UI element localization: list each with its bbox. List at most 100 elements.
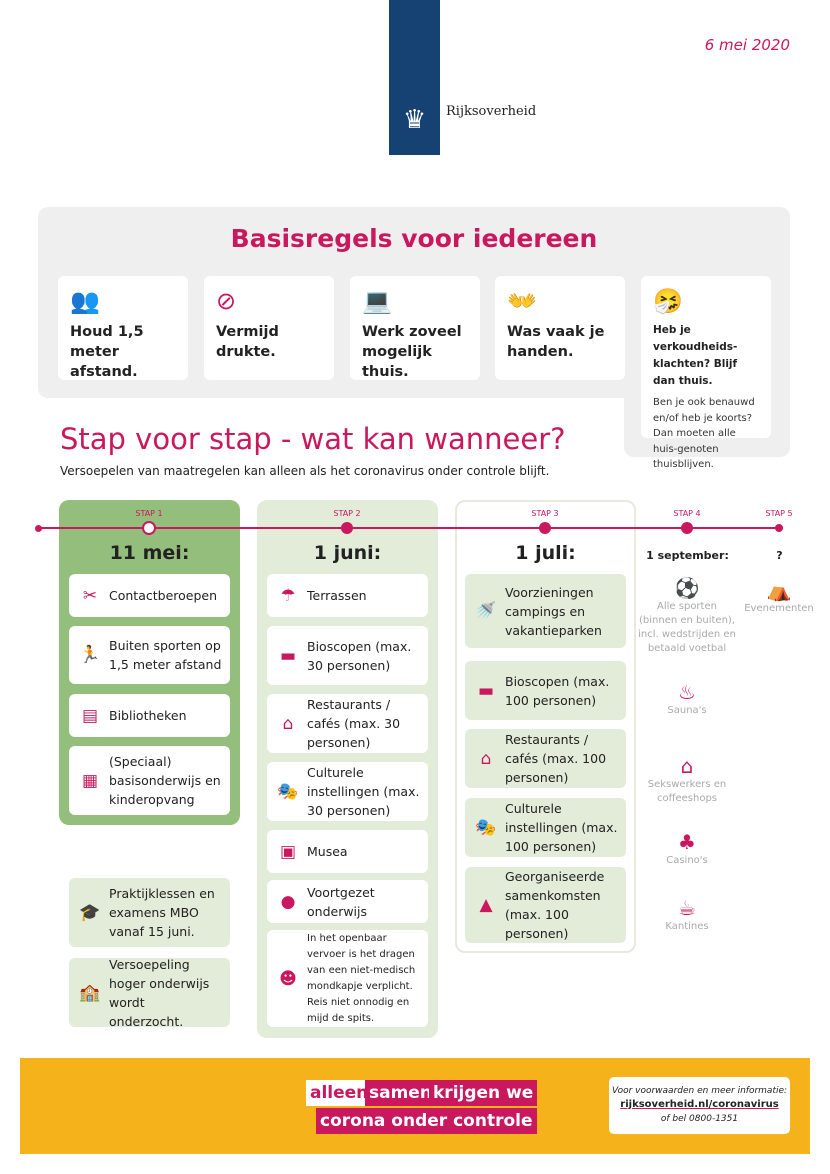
item-text: Bioscopen (max. 100 personen) xyxy=(505,673,610,708)
stap2-date: 1 juni: xyxy=(313,542,382,564)
item-text: Contactberoepen xyxy=(109,588,218,603)
stap3-item: 🎭 Culturele instellingen (max. 100 perso… xyxy=(465,798,626,857)
item-text: Voorzieningen campings en vakantieparken xyxy=(505,584,602,638)
stap3-date: 1 juli: xyxy=(515,542,576,564)
adult-18-icon: ⌂ xyxy=(680,754,694,778)
stap5-timeline-dot xyxy=(775,524,783,532)
stap1-timeline-dot xyxy=(142,521,156,535)
no-crowd-icon: ⊘ xyxy=(216,287,237,315)
restaurant-icon: ⌂ xyxy=(282,713,294,734)
shower-icon: 🚿 xyxy=(475,601,497,621)
stap1-item: 🏃 Buiten sporten op 1,5 meter afstand xyxy=(69,626,230,684)
stap3-timeline-dot xyxy=(539,522,551,534)
stap2-label: STAP 2 xyxy=(333,509,361,518)
laptop-icon: 💻 xyxy=(362,287,392,315)
rule-text: Vermijd drukte. xyxy=(216,324,279,360)
stap4-item: ☕ Kantines xyxy=(637,896,737,934)
item-text: Restaurants / cafés (max. 100 personen) xyxy=(505,732,607,785)
stap2-item: 🎭 Culturele instellingen (max. 30 person… xyxy=(267,762,428,821)
item-text: Culturele instellingen (max. 100 persone… xyxy=(505,801,618,854)
item-text: (Speciaal) basisonderwijs en kinderopvan… xyxy=(109,754,221,807)
theater-masks-icon: 🎭 xyxy=(277,781,299,802)
item-text: Buiten sporten op 1,5 meter afstand xyxy=(109,638,222,672)
stap4-item: ⌂ Sekswerkers en coffeeshops xyxy=(637,754,737,806)
restaurant-icon: ⌂ xyxy=(480,748,492,769)
rules-title: Basisregels voor iedereen xyxy=(230,224,598,253)
item-text: Evenementen xyxy=(744,603,814,614)
stap5-date: ? xyxy=(776,549,783,562)
stap3-item: ⌂ Restaurants / cafés (max. 100 personen… xyxy=(465,729,626,788)
rule-card: ⊘ Vermijd drukte. xyxy=(204,276,334,380)
item-text: Voortgezet onderwijs xyxy=(307,884,375,919)
football-icon: ⚽ xyxy=(674,576,700,600)
graduation-cap-icon: 🎓 xyxy=(79,902,101,923)
sneeze-icon: 🤧 xyxy=(653,287,683,315)
sauna-icon: ♨ xyxy=(678,680,696,704)
wash-hands-icon: 👐 xyxy=(507,287,537,315)
item-text: Praktijklessen en examens MBO vanaf 15 j… xyxy=(109,886,215,939)
terrace-icon: ☂ xyxy=(280,585,296,606)
info-intro: Voor voorwaarden en meer informatie: xyxy=(611,1086,788,1096)
item-text: Versoepeling hoger onderwijs wordt onder… xyxy=(109,956,210,1029)
distance-icon: 👥 xyxy=(70,287,100,315)
stap2-item: ▬ Bioscopen (max. 30 personen) xyxy=(267,626,428,685)
item-text: Sekswerkers en coffeeshops xyxy=(647,779,727,804)
stap5-label: STAP 5 xyxy=(765,509,793,518)
item-text: In het openbaar vervoer is het dragen va… xyxy=(307,932,416,1024)
stap1-item: 🎓 Praktijklessen en examens MBO vanaf 15… xyxy=(69,878,230,947)
stap3-item: ▲ Georganiseerde samenkomsten (max. 100 … xyxy=(465,867,626,943)
rule-card: 👐 Was vaak je handen. xyxy=(495,276,625,380)
hairdresser-icon: ✂ xyxy=(82,585,98,606)
gathering-icon: ▲ xyxy=(479,895,493,915)
item-text: Culturele instellingen (max. 30 personen… xyxy=(307,765,420,818)
steps-subtitle: Versoepelen van maatregelen kan alleen a… xyxy=(60,464,550,478)
stap1-item: ✂ Contactberoepen xyxy=(69,574,230,617)
rule-card: 👥 Houd 1,5 meter afstand. xyxy=(58,276,188,380)
theater-masks-icon: 🎭 xyxy=(475,817,497,838)
stap3-item: 🚿 Voorzieningen campings en vakantiepark… xyxy=(465,574,626,648)
stap4-item: ⚽ Alle sporten (binnen en buiten), incl.… xyxy=(637,576,737,656)
rule-text: Heb je verkoudheids-klachten? Blijf dan … xyxy=(653,324,738,387)
rule-text: Houd 1,5 meter afstand. xyxy=(70,324,144,380)
face-mask-icon: ☻ xyxy=(279,968,297,989)
stap2-item: ▣ Musea xyxy=(267,830,428,873)
rule-card: 🤧 Heb je verkoudheids-klachten? Blijf da… xyxy=(641,276,771,470)
info-link[interactable]: rijksoverheid.nl/coronavirus xyxy=(620,1099,779,1110)
stap2-item: ⌂ Restaurants / cafés (max. 30 personen) xyxy=(267,694,428,753)
rule-text: Was vaak je handen. xyxy=(507,324,605,360)
slogan-line-2: corona onder controle xyxy=(316,1108,537,1134)
item-text: Alle sporten (binnen en buiten), incl. w… xyxy=(638,601,736,654)
item-text: Sauna's xyxy=(667,705,707,716)
stap2-timeline-dot xyxy=(341,522,353,534)
stap4-item: ♨ Sauna's xyxy=(637,680,737,718)
playing-cards-icon: ♣ xyxy=(678,830,696,854)
steps-title: Stap voor stap - wat kan wanneer? xyxy=(60,422,566,456)
item-text: Bioscopen (max. 30 personen) xyxy=(307,638,412,673)
publication-date: 6 mei 2020 xyxy=(704,36,790,54)
blackboard-icon: ▦ xyxy=(81,770,99,791)
info-box: Voor voorwaarden en meer informatie: rij… xyxy=(609,1077,790,1134)
stap5-item: ⛺ Evenementen xyxy=(739,578,819,616)
museum-icon: ▣ xyxy=(279,841,297,862)
stap3-label: STAP 3 xyxy=(531,509,559,518)
item-text: Restaurants / cafés (max. 30 personen) xyxy=(307,697,401,750)
stap4-item: ♣ Casino's xyxy=(637,830,737,868)
stap1-item: 🏫 Versoepeling hoger onderwijs wordt ond… xyxy=(69,957,230,1029)
item-text: Casino's xyxy=(666,855,708,866)
brand-name: Rijksoverheid xyxy=(446,104,537,119)
item-text: Kantines xyxy=(665,921,709,932)
timeline-start-dot xyxy=(35,525,42,532)
timeline-line xyxy=(38,527,783,529)
rule-card: 💻 Werk zoveel mogelijk thuis. xyxy=(350,276,480,380)
stap1-label: STAP 1 xyxy=(135,509,163,518)
school-building-icon: 🏫 xyxy=(79,982,101,1003)
rule-subtext: Ben je ook benauwd en/of heb je koorts? … xyxy=(653,397,755,470)
slogan-word-krijgen: krijgen we xyxy=(429,1080,538,1106)
slogan-word-alleen: alleen xyxy=(306,1080,373,1106)
slogan-word-samen: samen xyxy=(365,1080,436,1106)
rule-text: Werk zoveel mogelijk thuis. xyxy=(362,324,462,380)
coffee-cup-icon: ☕ xyxy=(678,896,696,920)
item-text: Georganiseerde samenkomsten (max. 100 pe… xyxy=(505,869,605,941)
stap1-item: ▤ Bibliotheken xyxy=(69,694,230,737)
stap1-item: ▦ (Speciaal) basisonderwijs en kinderopv… xyxy=(69,746,230,815)
